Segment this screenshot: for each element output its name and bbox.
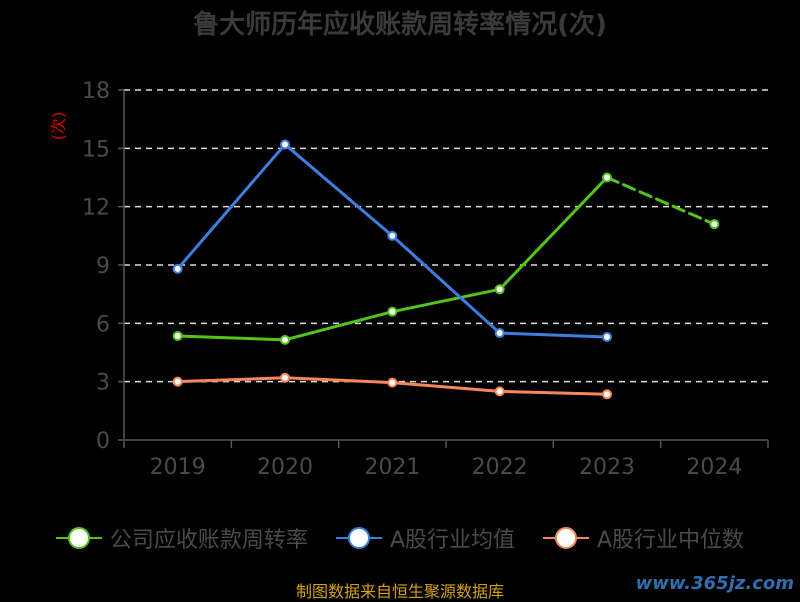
x-tick-label: 2021: [364, 455, 420, 480]
series-1-segment: [390, 234, 502, 335]
x-tick-label: 2022: [472, 455, 528, 480]
y-tick-label: 0: [96, 429, 110, 454]
series-0-point: [709, 219, 720, 230]
series-0-point: [280, 334, 290, 345]
series-1-segment: [283, 142, 394, 238]
series-2-segment: [390, 381, 502, 393]
y-tick-label: 12: [82, 196, 110, 221]
series-2-point: [494, 386, 505, 397]
y-axis-label: (次): [49, 112, 68, 141]
legend-item[interactable]: 公司应收账款周转率: [55, 522, 308, 554]
series-0-segment: [176, 334, 287, 342]
series-0-segment: [390, 287, 502, 314]
legend-marker-icon: [543, 526, 589, 550]
legend-label: 公司应收账款周转率: [109, 528, 308, 553]
series-2-point: [280, 372, 290, 383]
y-tick-label: 6: [96, 312, 110, 337]
series-0-point: [172, 330, 183, 341]
series-1-segment: [498, 331, 609, 339]
series-2-segment: [176, 376, 287, 384]
series-1-point: [494, 328, 505, 339]
x-tick-label: 2023: [579, 455, 635, 480]
y-tick-label: 15: [82, 137, 110, 162]
series-0-point: [494, 284, 505, 295]
series-1-point: [387, 230, 398, 241]
watermark: www.365jz.com: [635, 573, 794, 594]
legend-item[interactable]: A股行业均值: [335, 522, 515, 554]
series-0-segment: [605, 176, 716, 226]
x-tick-label: 2019: [150, 455, 206, 480]
series-0-point: [387, 306, 398, 317]
series-0-segment: [498, 176, 609, 291]
series-0-point: [602, 172, 612, 183]
data-source-note: 制图数据来自恒生聚源数据库: [295, 582, 504, 601]
series-1-point: [280, 139, 290, 150]
chart-legend: 公司应收账款周转率 A股行业均值 A股行业中位数: [0, 518, 800, 558]
series-2-segment: [283, 376, 394, 385]
y-tick-label: 9: [96, 254, 110, 279]
series-2-point: [602, 389, 612, 400]
series-2-point: [387, 377, 398, 388]
series-1-point: [602, 331, 612, 342]
series-1-segment: [176, 142, 287, 271]
series-2-segment: [498, 389, 609, 396]
y-tick-label: 18: [82, 79, 110, 104]
legend-marker-icon: [55, 526, 102, 550]
series-1-point: [172, 263, 183, 274]
legend-label: A股行业中位数: [597, 528, 745, 553]
legend-marker-icon: [335, 526, 382, 550]
series-0-segment: [283, 310, 394, 342]
y-tick-label: 3: [96, 371, 110, 396]
legend-item[interactable]: A股行业中位数: [543, 522, 744, 554]
legend-label: A股行业均值: [389, 528, 515, 553]
chart-title: 鲁大师历年应收账款周转率情况(次): [193, 10, 607, 40]
x-tick-label: 2024: [686, 455, 742, 480]
series-2-point: [172, 376, 183, 387]
x-tick-label: 2020: [257, 455, 313, 480]
